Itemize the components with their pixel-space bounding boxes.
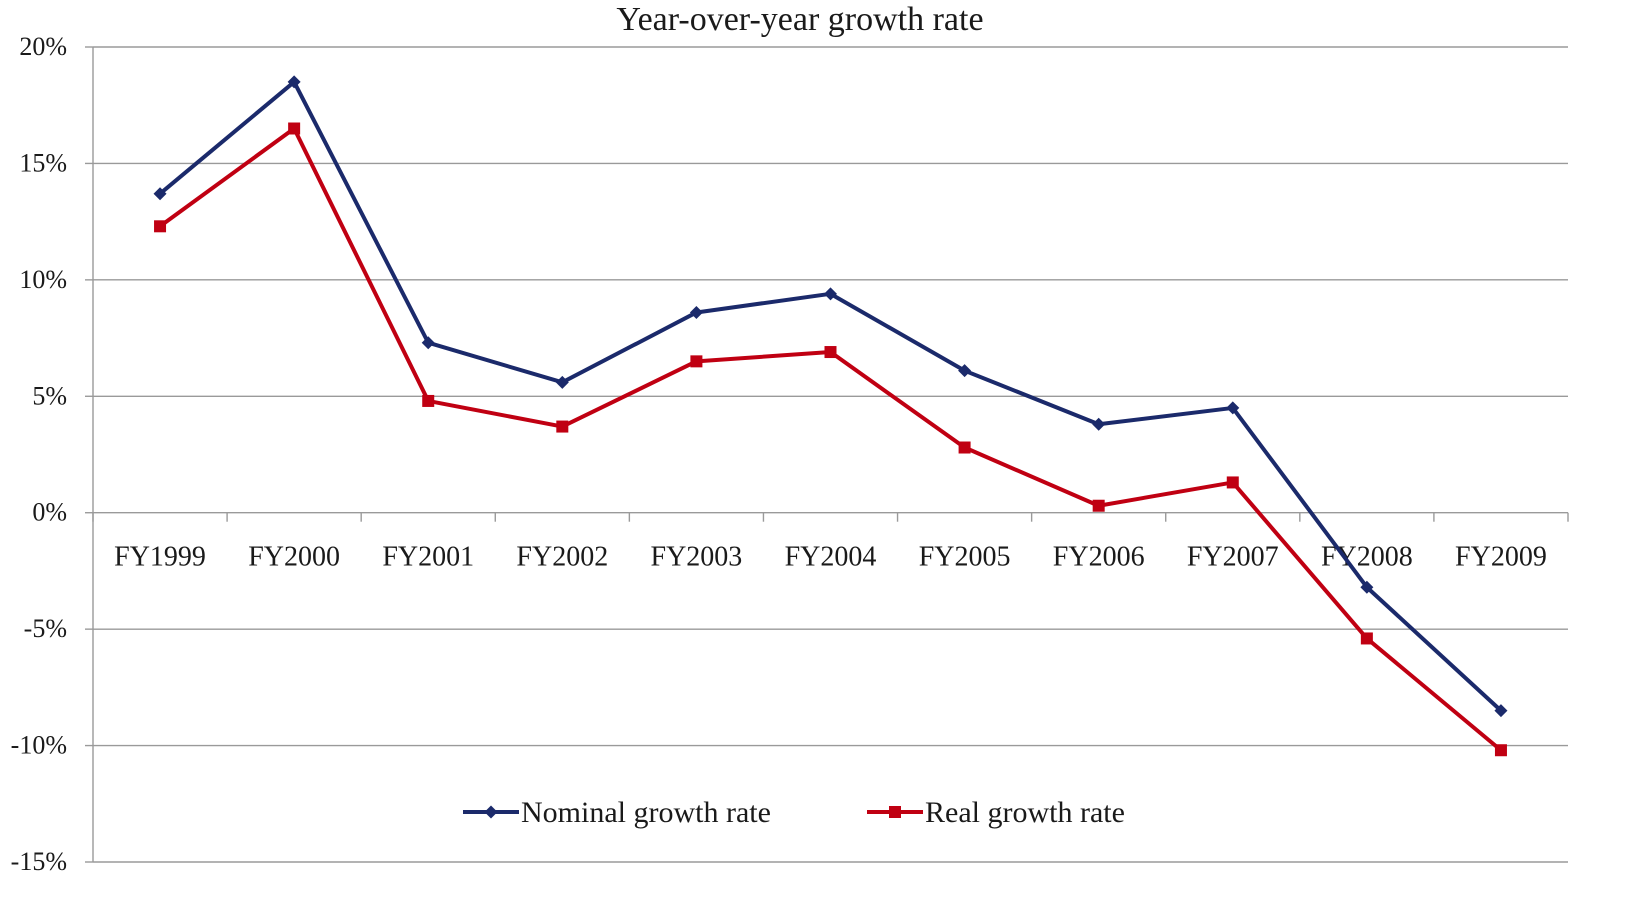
y-tick-label: 20% bbox=[19, 32, 67, 61]
legend-item: Nominal growth rate bbox=[463, 796, 771, 829]
y-tick-label: 0% bbox=[32, 498, 67, 527]
data-point bbox=[690, 355, 702, 367]
series-real bbox=[154, 123, 1507, 757]
data-point bbox=[556, 421, 568, 433]
x-tick-label: FY2009 bbox=[1455, 542, 1547, 573]
x-tick-label: FY2003 bbox=[651, 542, 743, 573]
x-tick-label: FY2006 bbox=[1053, 542, 1145, 573]
legend-label: Nominal growth rate bbox=[521, 796, 771, 829]
data-point bbox=[1495, 744, 1507, 756]
data-point bbox=[825, 346, 837, 358]
y-tick-label: 15% bbox=[19, 148, 67, 177]
x-tick-label: FY2000 bbox=[248, 542, 340, 573]
series-group bbox=[154, 75, 1508, 756]
y-tick-label: -10% bbox=[11, 731, 67, 760]
data-point bbox=[1361, 632, 1373, 644]
chart-title: Year-over-year growth rate bbox=[616, 1, 983, 38]
axes: 20% 15% 10% 5% 0% -5% -10% -15% FY1999 FY2000 FY20… bbox=[11, 32, 1568, 876]
data-point bbox=[1093, 500, 1105, 512]
x-tick-label: FY1999 bbox=[114, 542, 206, 573]
series-line bbox=[160, 129, 1501, 751]
y-tick-label: -15% bbox=[11, 847, 67, 876]
x-tick-label: FY2002 bbox=[516, 542, 608, 573]
data-point bbox=[422, 395, 434, 407]
data-point bbox=[288, 123, 300, 135]
y-tick-label: 5% bbox=[32, 381, 67, 410]
data-point bbox=[1092, 418, 1105, 431]
legend-marker bbox=[485, 806, 498, 819]
x-tick-label: FY2005 bbox=[919, 542, 1011, 573]
data-point bbox=[959, 442, 971, 454]
x-tick-label: FY2001 bbox=[382, 542, 474, 573]
y-tick-label: -5% bbox=[24, 614, 67, 643]
legend-label: Real growth rate bbox=[925, 796, 1125, 829]
legend-marker bbox=[889, 806, 901, 818]
x-tick-label: FY2004 bbox=[785, 542, 877, 573]
legend-item: Real growth rate bbox=[867, 796, 1125, 829]
legend: Nominal growth rate Real growth rate bbox=[463, 796, 1125, 829]
data-point bbox=[154, 220, 166, 232]
x-tick-label: FY2007 bbox=[1187, 542, 1279, 573]
data-point bbox=[1227, 476, 1239, 488]
y-tick-label: 10% bbox=[19, 265, 67, 294]
